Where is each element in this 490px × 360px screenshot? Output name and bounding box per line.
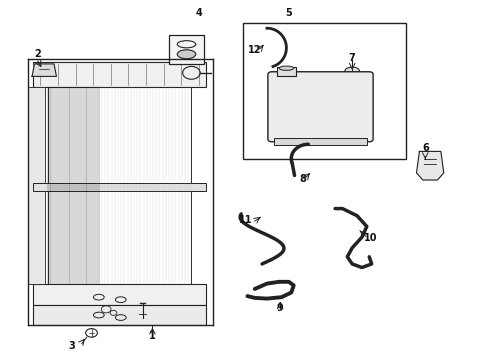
Text: 2: 2 [35,49,41,59]
Bar [243,23,406,158]
Text: 12: 12 [248,45,262,55]
Bar [28,87,45,284]
Text: 10: 10 [364,233,377,243]
Bar [33,62,206,87]
FancyBboxPatch shape [268,72,373,142]
Text: 6: 6 [422,143,429,153]
Ellipse shape [177,50,196,59]
Ellipse shape [279,66,294,70]
Text: 11: 11 [239,215,253,225]
Text: 8: 8 [299,174,306,184]
Text: 9: 9 [277,303,283,314]
Text: 1: 1 [149,331,156,341]
Bar [274,138,367,145]
Polygon shape [32,64,56,76]
Bar [33,305,206,325]
Text: 4: 4 [196,8,202,18]
Bar [277,67,296,76]
Text: 7: 7 [349,53,356,63]
Polygon shape [416,152,444,180]
Text: 5: 5 [286,8,292,18]
Bar [48,87,192,284]
Bar [170,35,203,64]
Bar [33,183,206,192]
Ellipse shape [345,67,360,75]
Bar [33,284,206,305]
Text: 3: 3 [69,341,75,351]
